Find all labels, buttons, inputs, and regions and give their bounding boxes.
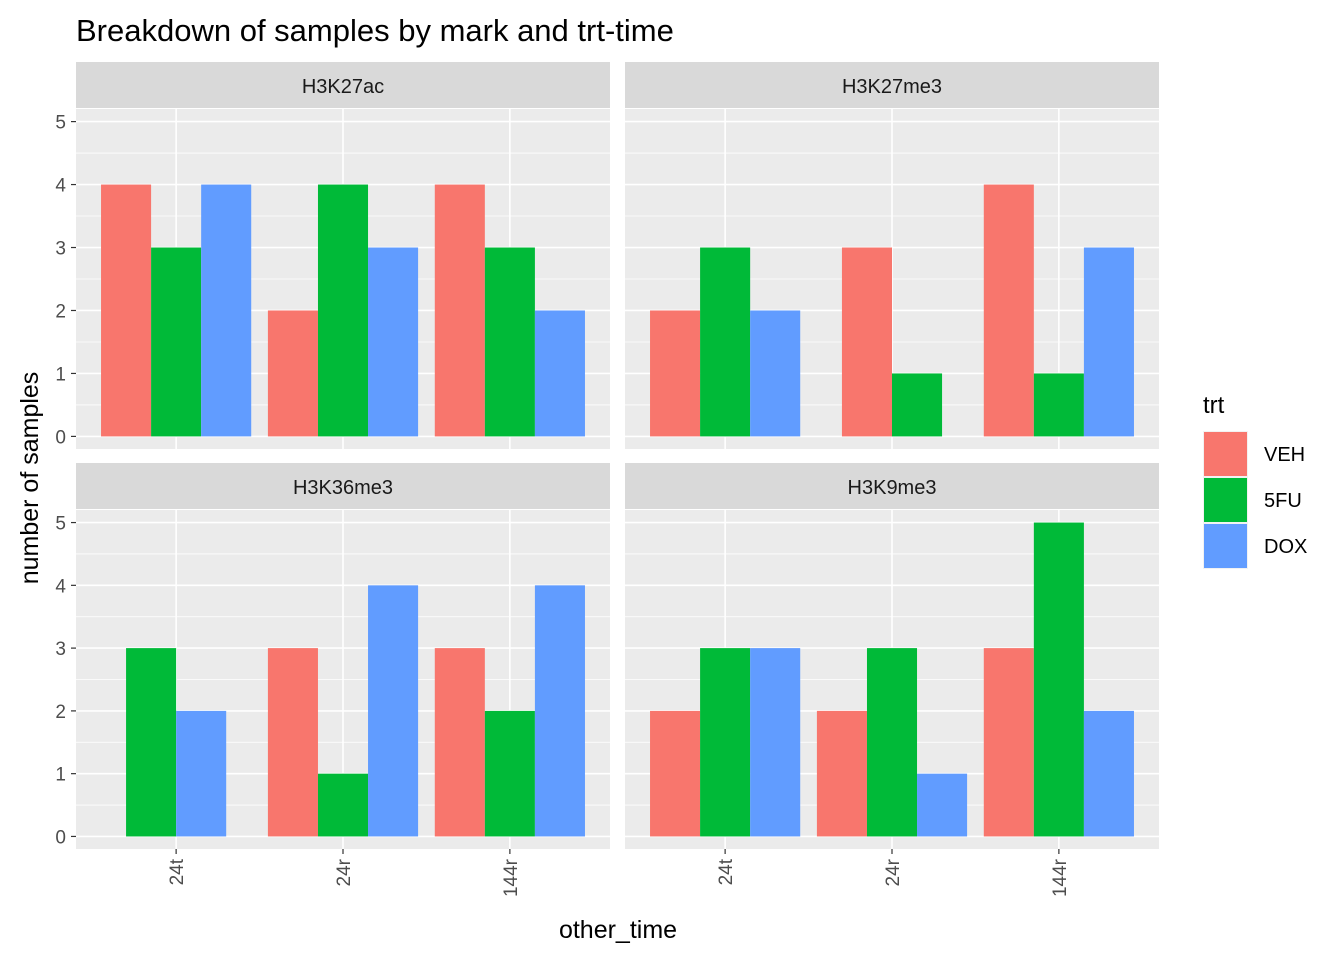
bar-veh (101, 184, 152, 437)
x-tick-label: 24r (883, 858, 904, 886)
x-tick-label: 24t (716, 858, 737, 885)
bar-veh (267, 648, 318, 837)
bar-dox (176, 710, 227, 837)
bar-5fu (126, 648, 177, 837)
bar-5fu (317, 773, 369, 837)
bar-dox (750, 648, 801, 837)
bar-veh (434, 184, 485, 437)
legend-key-dox (1204, 524, 1247, 568)
bar-dox (534, 310, 585, 437)
bar-dox (1083, 710, 1134, 837)
facet-strip (76, 463, 610, 509)
bar-5fu (317, 184, 369, 437)
bar-veh (983, 648, 1034, 837)
bar-dox (368, 247, 419, 437)
y-tick-label: 4 (55, 176, 66, 197)
bar-5fu (484, 247, 535, 437)
legend-key-veh (1204, 432, 1247, 476)
y-tick-label: 3 (55, 239, 66, 260)
bar-veh (983, 184, 1034, 437)
x-tick-label: 24t (167, 858, 188, 885)
bar-veh (267, 310, 318, 437)
bar-veh (434, 648, 485, 837)
legend-title: trt (1203, 392, 1225, 419)
facet-strip (76, 62, 610, 108)
facet-panels: H3K27ac 0 1 2 3 4 5 H3K27me3 H3K36me3 0 1 2 3 4 5 24t 24… (55, 62, 1159, 897)
y-tick-label: 5 (55, 514, 66, 535)
bar-veh (816, 710, 867, 837)
facet-panel: H3K27me3 (625, 62, 1159, 449)
chart-title: Breakdown of samples by mark and trt-tim… (76, 13, 674, 48)
facet-panel: H3K9me3 24t 24r 144r (625, 463, 1159, 897)
facet-strip (625, 463, 1159, 509)
y-tick-label: 0 (55, 827, 66, 848)
legend-label: VEH (1264, 444, 1305, 466)
y-axis-title: number of samples (16, 372, 44, 585)
facet-strip-label: H3K9me3 (848, 477, 937, 499)
y-tick-label: 3 (55, 639, 66, 660)
bar-dox (1083, 247, 1134, 437)
x-tick-label: 144r (501, 858, 522, 897)
bar-5fu (484, 710, 535, 837)
x-tick-label: 144r (1050, 858, 1071, 897)
bar-5fu (700, 648, 751, 837)
y-tick-label: 2 (55, 301, 66, 322)
legend-key-5fu (1204, 478, 1247, 522)
legend-label: 5FU (1264, 490, 1302, 512)
bar-5fu (700, 247, 751, 437)
legend-label: DOX (1264, 536, 1307, 558)
bar-5fu (1033, 373, 1084, 437)
y-tick-label: 1 (55, 364, 66, 385)
bar-5fu (1033, 522, 1084, 837)
y-tick-label: 1 (55, 765, 66, 786)
facet-strip-label: H3K27me3 (842, 76, 942, 98)
y-tick-label: 0 (55, 427, 66, 448)
bar-dox (201, 184, 252, 437)
bar-dox (534, 585, 585, 837)
bar-dox (368, 585, 419, 837)
bar-veh (650, 710, 701, 837)
y-tick-label: 4 (55, 576, 66, 597)
facet-strip-label: H3K27ac (302, 76, 384, 98)
bar-veh (650, 310, 701, 437)
legend: trt VEH 5FU DOX (1203, 392, 1307, 569)
facet-panel: H3K27ac 0 1 2 3 4 5 (55, 62, 610, 449)
bar-5fu (892, 373, 943, 437)
x-axis-title: other_time (559, 916, 677, 944)
y-tick-label: 5 (55, 113, 66, 134)
bar-dox (750, 310, 801, 437)
facet-panel: H3K36me3 0 1 2 3 4 5 24t 24r 144r (55, 463, 610, 897)
bar-5fu (151, 247, 202, 437)
bar-dox (917, 773, 968, 837)
y-tick-label: 2 (55, 702, 66, 723)
bar-veh (841, 247, 892, 437)
x-tick-label: 24r (334, 858, 355, 886)
facet-strip (625, 62, 1159, 108)
facet-strip-label: H3K36me3 (293, 477, 393, 499)
bar-5fu (866, 648, 918, 837)
